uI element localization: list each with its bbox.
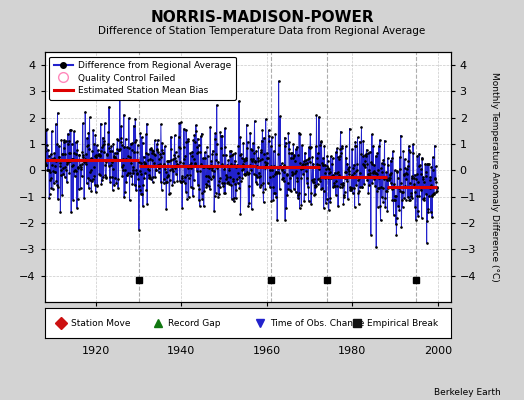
Text: Difference of Station Temperature Data from Regional Average: Difference of Station Temperature Data f… <box>99 26 425 36</box>
Text: Empirical Break: Empirical Break <box>367 318 439 328</box>
Text: 1920: 1920 <box>82 346 110 356</box>
Text: 2000: 2000 <box>424 346 452 356</box>
Text: NORRIS-MADISON-POWER: NORRIS-MADISON-POWER <box>150 10 374 25</box>
Y-axis label: Monthly Temperature Anomaly Difference (°C): Monthly Temperature Anomaly Difference (… <box>490 72 499 282</box>
Text: Record Gap: Record Gap <box>168 318 221 328</box>
Text: Time of Obs. Change: Time of Obs. Change <box>270 318 364 328</box>
Text: 1980: 1980 <box>338 346 366 356</box>
Legend: Difference from Regional Average, Quality Control Failed, Estimated Station Mean: Difference from Regional Average, Qualit… <box>49 56 236 100</box>
Text: Berkeley Earth: Berkeley Earth <box>434 388 500 397</box>
Text: Station Move: Station Move <box>71 318 130 328</box>
Text: 1960: 1960 <box>253 346 281 356</box>
Text: 1940: 1940 <box>167 346 195 356</box>
